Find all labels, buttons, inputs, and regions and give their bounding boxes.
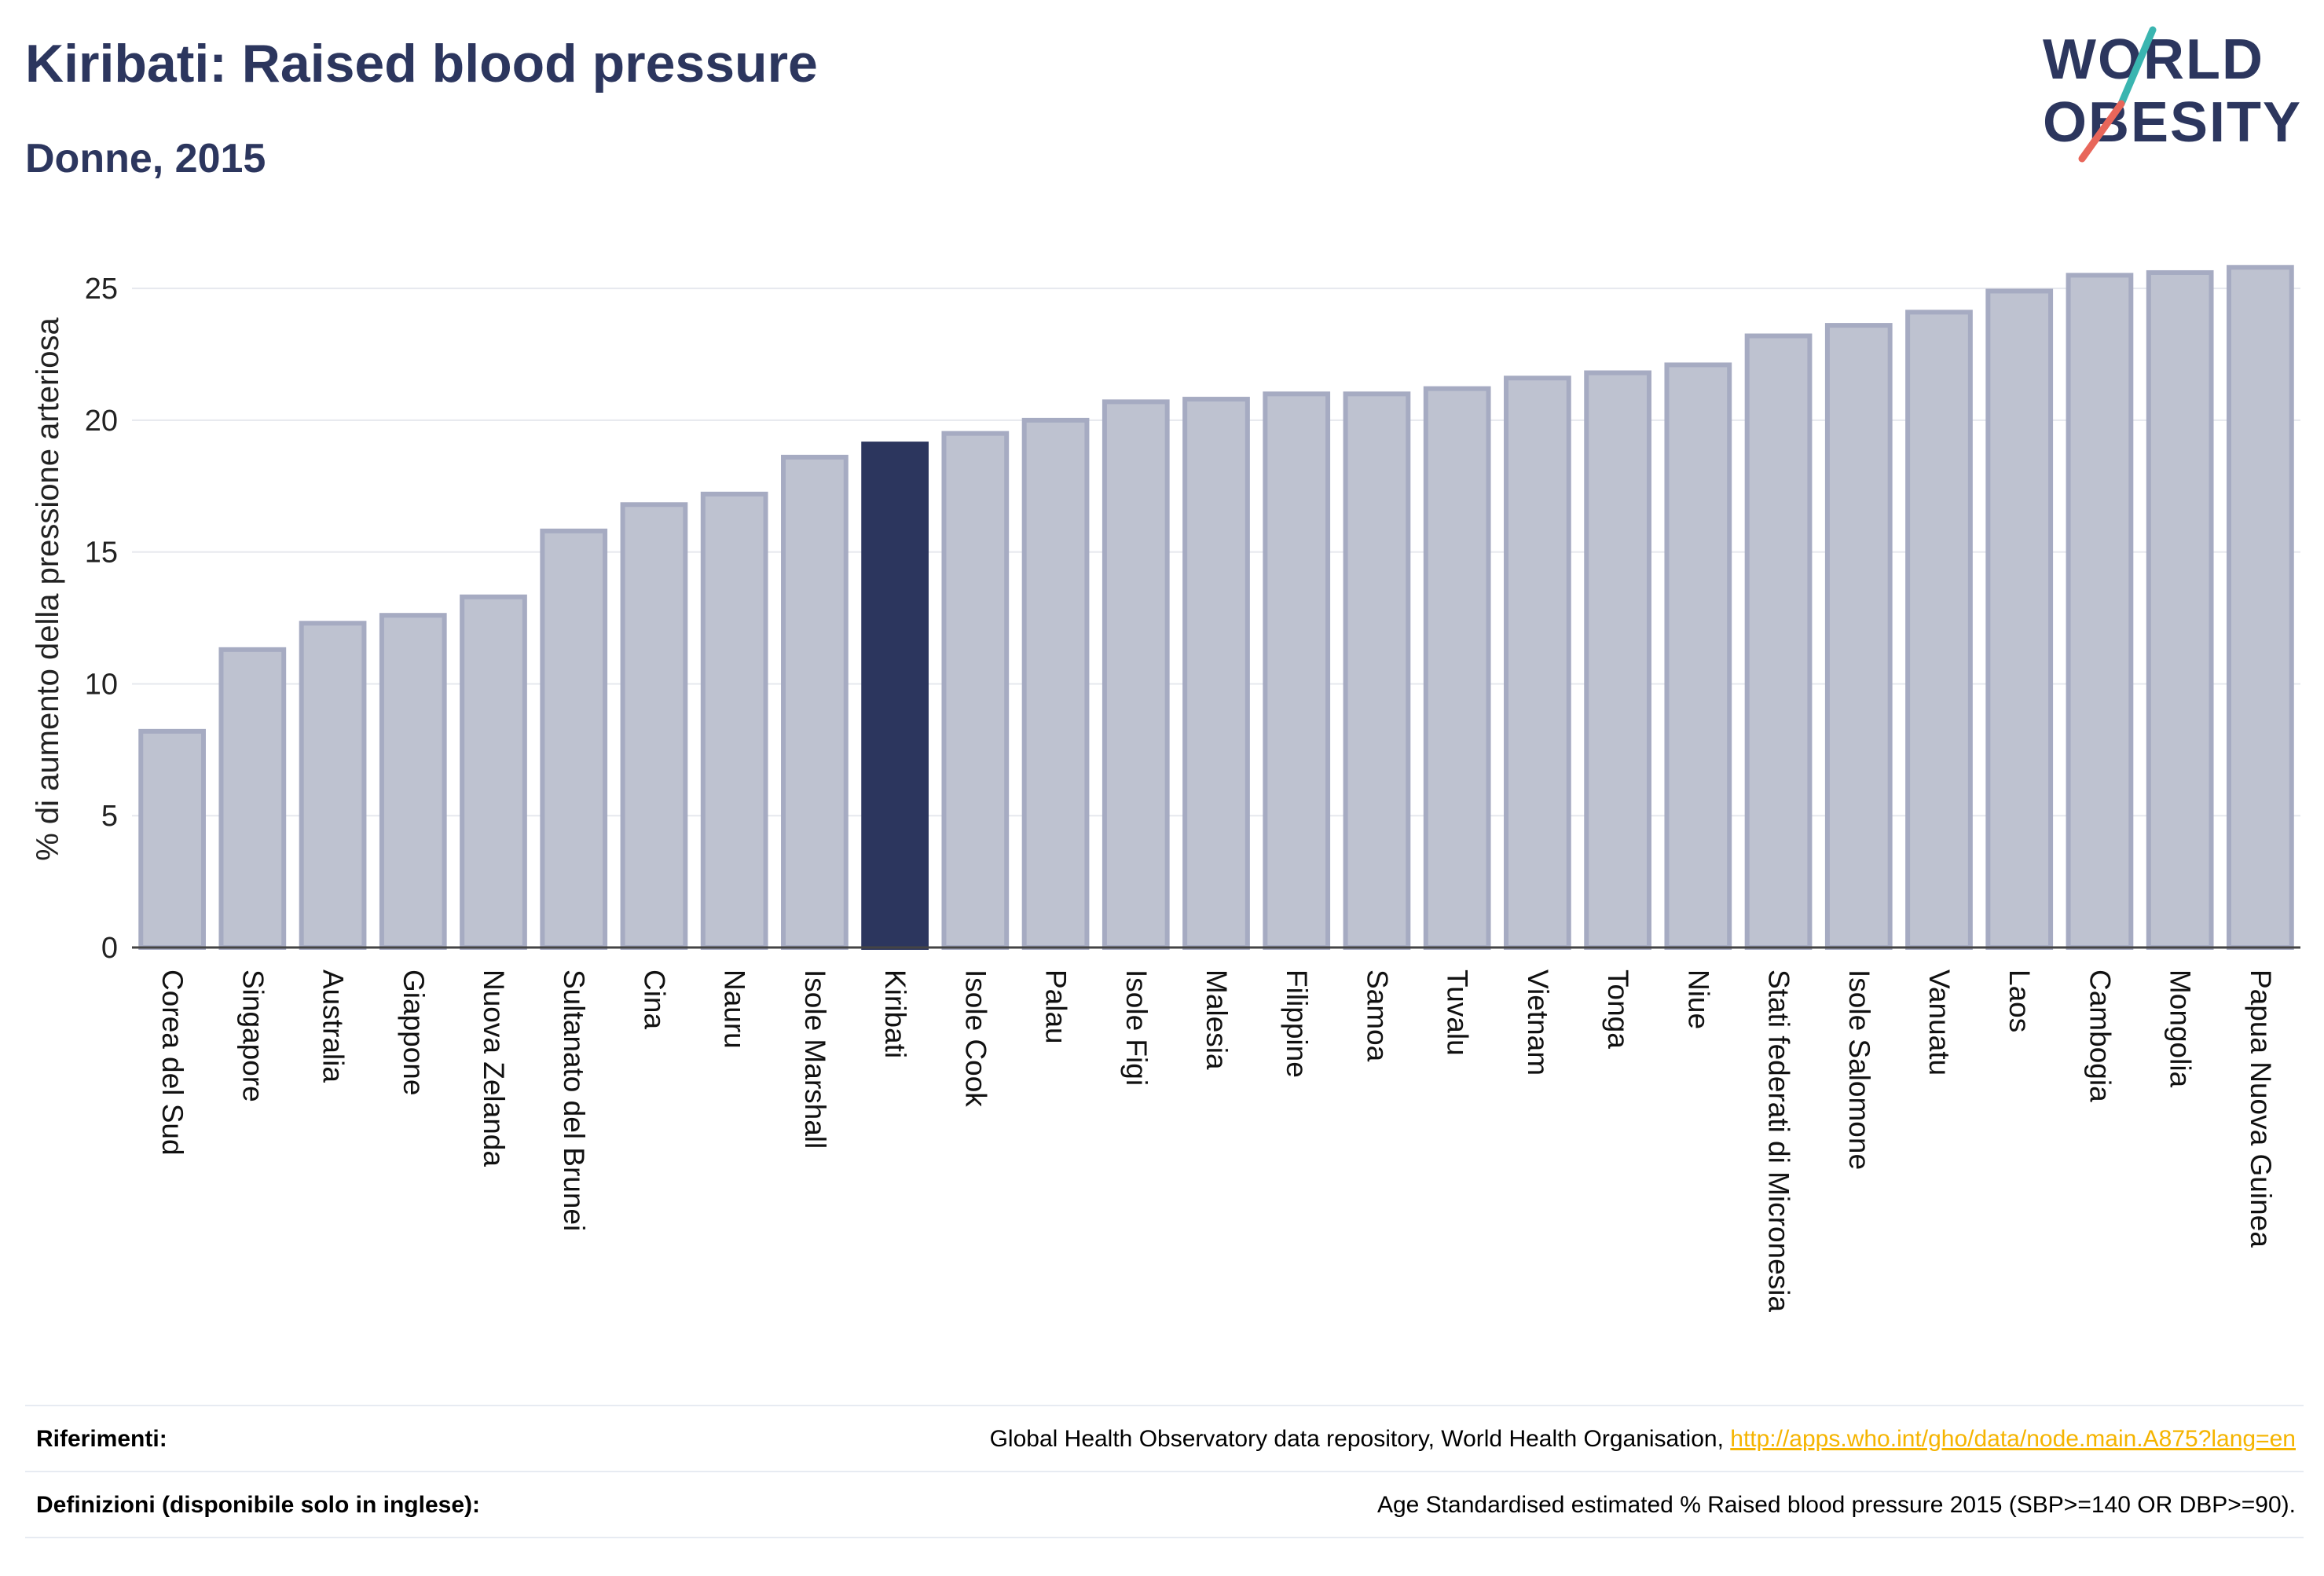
y-tick-label: 20 [85, 405, 118, 438]
chart-subtitle: Donne, 2015 [25, 136, 266, 181]
definitions-row: Definizioni (disponibile solo in inglese… [25, 1472, 2304, 1538]
x-tick-label: Cina [638, 969, 670, 1030]
bar-papua-nuova-guinea [2227, 265, 2294, 950]
bar-vietnam [1504, 376, 1571, 950]
bar-tonga [1584, 370, 1651, 950]
references-link[interactable]: http://apps.who.int/gho/data/node.main.A… [1730, 1426, 2296, 1452]
footer-divider-middle [25, 1471, 2304, 1472]
x-tick-label: Singapore [236, 969, 269, 1102]
y-tick-label: 5 [101, 800, 118, 833]
x-tick-label: Vietnam [1522, 969, 1554, 1076]
bar-giappone [379, 613, 447, 950]
bar-cambogia [2066, 273, 2134, 951]
x-tick-label: Laos [2003, 969, 2036, 1032]
bar-isole-salomone [1824, 323, 1893, 951]
bars [138, 265, 2294, 951]
x-tick-label: Isole Marshall [799, 969, 831, 1149]
x-tick-label: Stati federati di Micronesia [1763, 969, 1795, 1312]
bar-samoa [1343, 391, 1411, 951]
references-value: Global Health Observatory data repositor… [990, 1406, 2296, 1472]
x-tick-label: Isole Cook [959, 969, 992, 1107]
x-tick-label: Filippine [1281, 969, 1313, 1078]
bar-malesia [1182, 397, 1250, 950]
category-labels: Corea del Sud Singapore Australia Giappone N… [156, 969, 2277, 1312]
chart-title: Kiribati: Raised blood pressure [25, 34, 818, 93]
bar-nuova-zelanda [460, 594, 527, 950]
bar-palau [1021, 417, 1090, 950]
y-axis-label: % di aumento della pressione arteriosa [31, 317, 65, 861]
x-tick-label: Tuvalu [1442, 969, 1474, 1056]
bar-isole-marshall [781, 454, 849, 950]
x-tick-label: Isole Salomone [1843, 969, 1875, 1170]
x-tick-label: Cambogia [2084, 969, 2116, 1102]
bar-tuvalu [1423, 386, 1491, 951]
x-tick-label: Kiribati [879, 969, 911, 1058]
x-tick-label: Sultanato del Brunei [558, 969, 590, 1231]
bar-niue [1664, 362, 1732, 950]
bar-australia [299, 621, 367, 950]
footer-divider-bottom [25, 1537, 2304, 1538]
bar-sultanato-del-brunei [540, 528, 608, 950]
x-tick-label: Corea del Sud [156, 969, 189, 1156]
definitions-value: Age Standardised estimated % Raised bloo… [1376, 1492, 2296, 1518]
footer-divider-top [25, 1405, 2304, 1406]
x-tick-label: Mongolia [2165, 969, 2197, 1088]
bar-singapore [218, 647, 287, 950]
bar-vanuatu [1905, 310, 1973, 950]
bar-corea-del-sud [138, 728, 206, 950]
bar-isole-cook [941, 431, 1010, 950]
bar-nauru [700, 491, 768, 950]
y-tick-label: 25 [85, 273, 118, 306]
bar-mongolia [2146, 269, 2214, 950]
bar-stati-federati-di-micronesia [1744, 333, 1813, 950]
y-tick-label: 10 [85, 668, 118, 701]
x-tick-label: Papua Nuova Guinea [2245, 969, 2277, 1248]
x-tick-label: Isole Figi [1120, 969, 1153, 1086]
y-tick-label: 15 [85, 537, 118, 570]
bar-filippine [1263, 391, 1331, 951]
x-tick-label: Australia [317, 969, 350, 1083]
x-tick-label: Samoa [1361, 969, 1393, 1062]
references-label: Riferimenti: [36, 1426, 167, 1452]
references-row: Riferimenti: Global Health Observatory d… [25, 1406, 2304, 1472]
bar-laos [1985, 288, 2054, 950]
references-text: Global Health Observatory data repositor… [989, 1426, 1731, 1452]
x-tick-label: Palau [1040, 969, 1072, 1044]
logo-line2: OBESITY [2043, 91, 2302, 154]
axes: 0 5 10 15 20 25 [85, 273, 2300, 965]
logo-slash-top [2117, 26, 2157, 108]
y-tick-label: 0 [101, 932, 118, 965]
bar-chart: 0 5 10 15 20 25 Corea del Sud Singapore Austral… [31, 265, 2300, 1312]
bar-isole-figi [1102, 399, 1170, 950]
x-tick-label: Nuova Zelanda [478, 969, 510, 1167]
bar-cina [620, 502, 688, 950]
x-tick-label: Nauru [719, 969, 751, 1049]
definitions-label: Definizioni (disponibile solo in inglese… [36, 1492, 481, 1518]
x-tick-label: Niue [1682, 969, 1714, 1029]
logo-slash-bottom [2078, 100, 2125, 163]
x-tick-label: Tonga [1602, 969, 1634, 1049]
world-obesity-logo: WORLD OBESITY [2043, 26, 2302, 163]
bar-kiribati [861, 442, 929, 950]
x-tick-label: Vanuatu [1923, 969, 1956, 1076]
x-tick-label: Malesia [1200, 969, 1233, 1070]
x-tick-label: Giappone [398, 969, 430, 1095]
